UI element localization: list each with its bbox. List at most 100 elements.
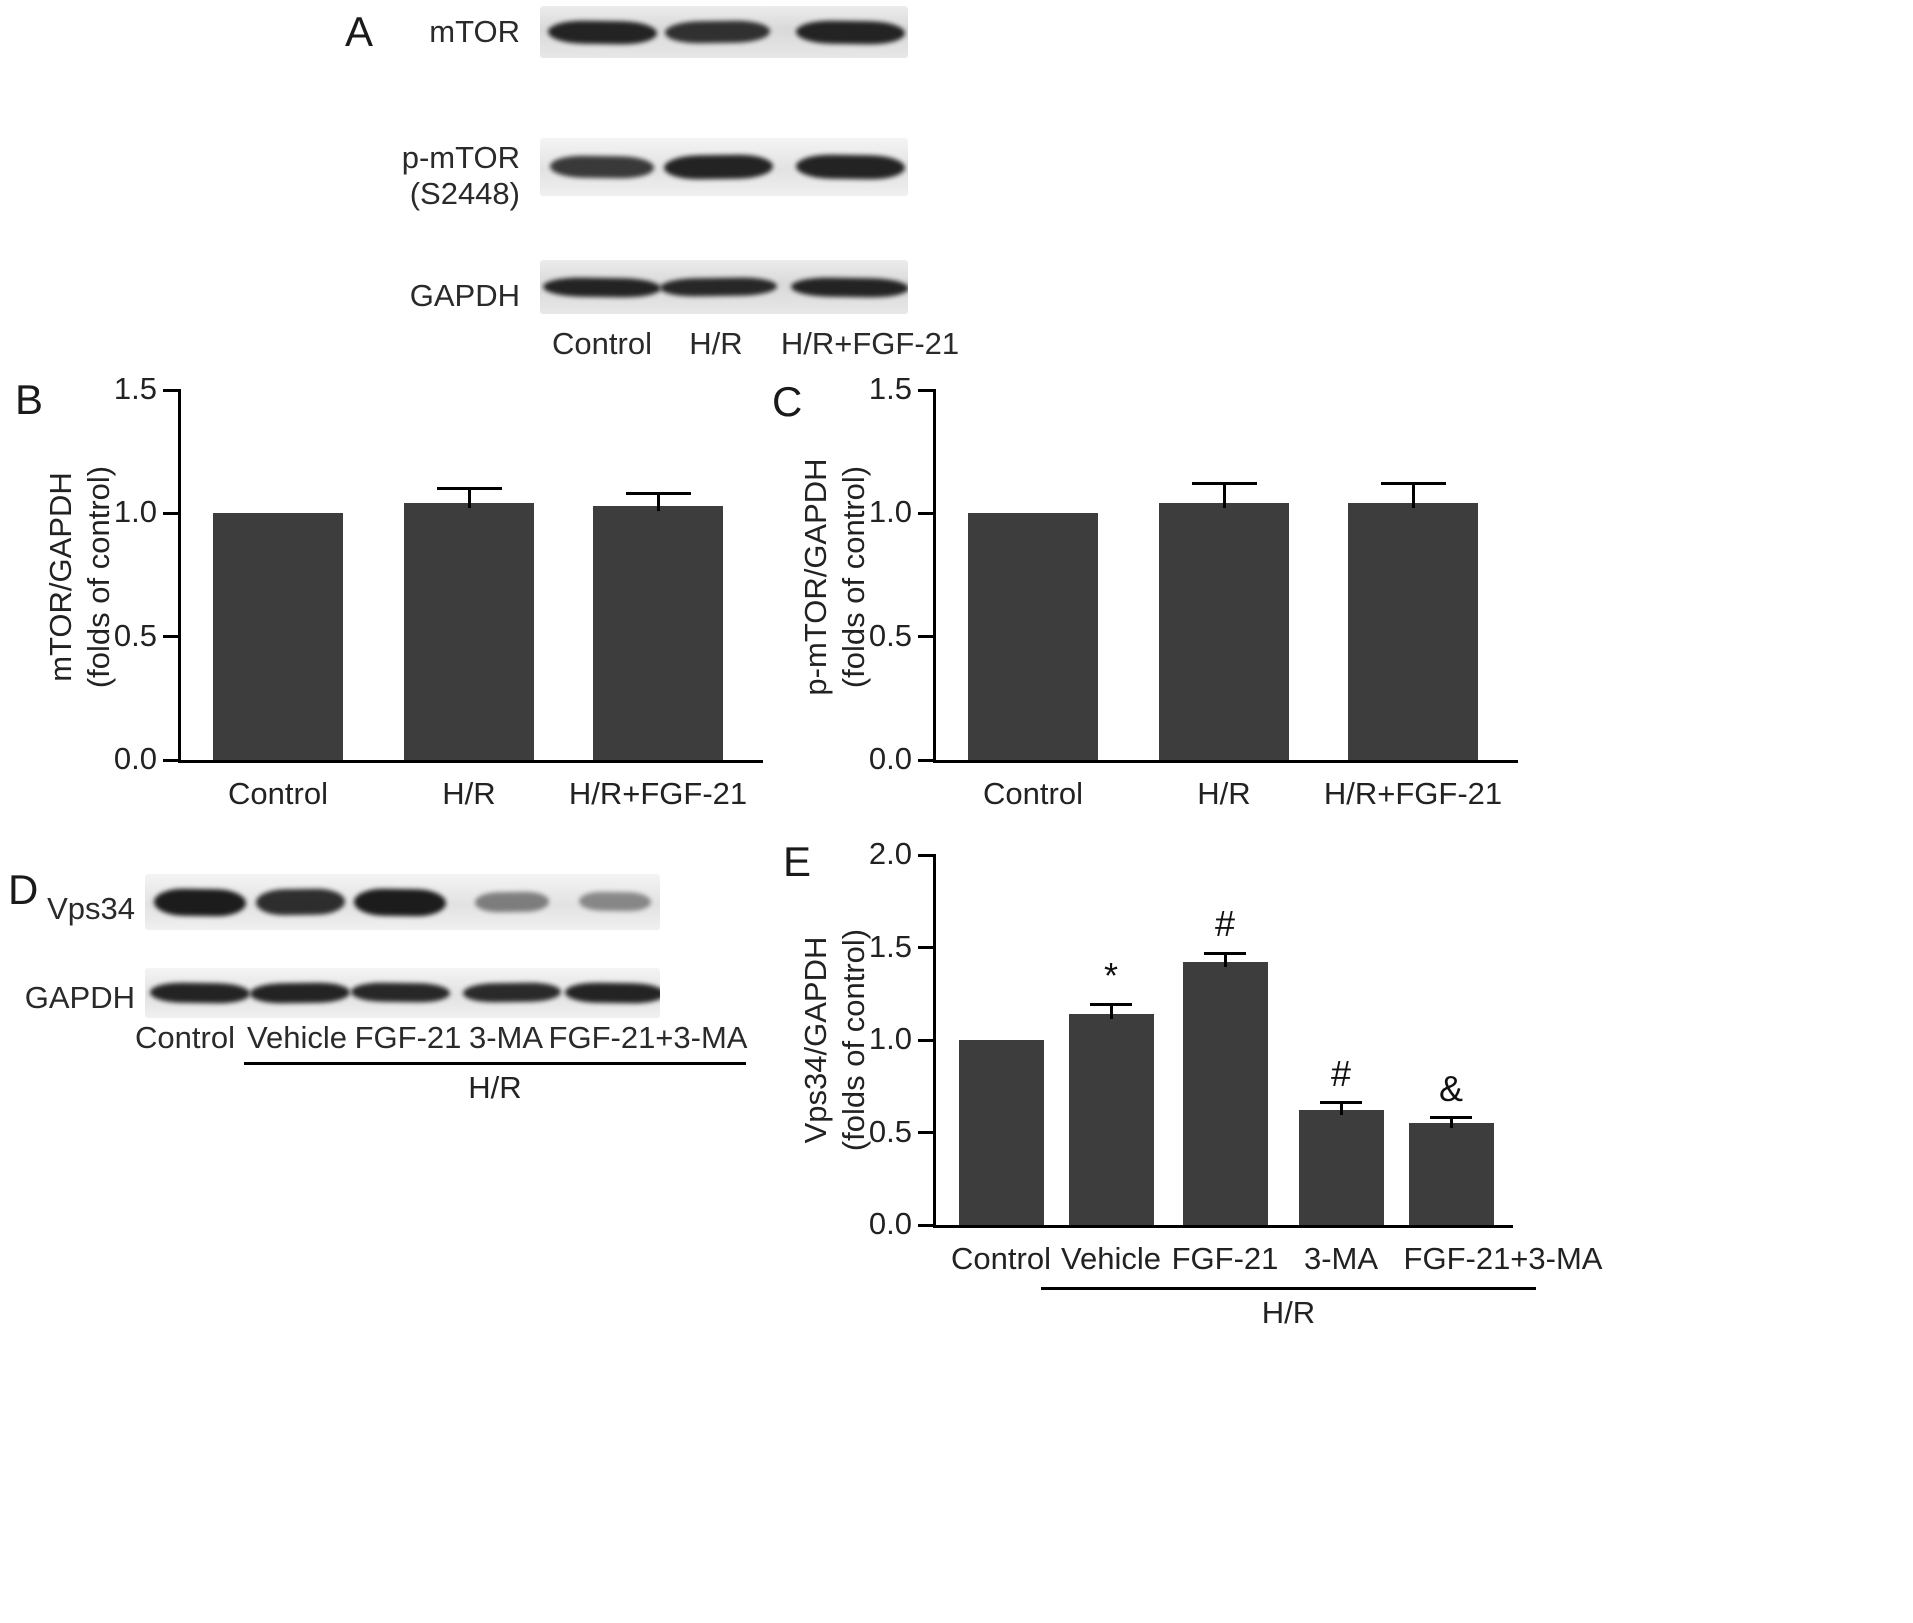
y-tick-label: 0.0 bbox=[113, 741, 157, 776]
x-tick-label-h-r: H/R bbox=[442, 776, 496, 811]
x-tick-label-fgf-21-3-ma: FGF-21+3-MA bbox=[1403, 1241, 1603, 1276]
error-bar-line bbox=[1339, 1102, 1343, 1116]
blot-band bbox=[250, 982, 350, 1004]
lane-label-control-d: Control bbox=[135, 1020, 235, 1055]
bar-h-r-fgf-21 bbox=[593, 505, 723, 760]
significance-marker: * bbox=[1103, 954, 1118, 996]
error-bar-cap bbox=[1319, 1101, 1363, 1105]
panel-c-letter: C bbox=[772, 378, 803, 425]
y-tick-label: 2.0 bbox=[868, 836, 912, 871]
error-bar-cap bbox=[625, 492, 691, 496]
western-blot-strip-gapdh-d bbox=[145, 968, 660, 1018]
blot-row-label-gapdh-d: GAPDH bbox=[24, 980, 135, 1015]
y-tick-label: 1.5 bbox=[113, 371, 157, 406]
hr-group-label-d: H/R bbox=[468, 1070, 522, 1105]
blot-row-label-gapdh: GAPDH bbox=[409, 278, 520, 313]
panel-e-letter: E bbox=[783, 838, 812, 885]
y-tick bbox=[918, 1038, 936, 1042]
lane-label-3ma-d: 3-MA bbox=[468, 1020, 544, 1055]
blot-band bbox=[659, 276, 777, 298]
western-blot-strip-pmtor bbox=[540, 138, 908, 196]
bar-control bbox=[968, 513, 1098, 760]
blot-band bbox=[565, 982, 660, 1004]
y-tick-label: 1.5 bbox=[868, 371, 912, 406]
blot-row-label-vps34: Vps34 bbox=[47, 891, 135, 926]
blot-band bbox=[578, 891, 652, 913]
significance-marker: & bbox=[1438, 1067, 1463, 1109]
y-tick bbox=[918, 635, 936, 639]
y-tick bbox=[918, 853, 936, 857]
blot-band bbox=[255, 888, 345, 916]
error-bar-cap bbox=[1380, 482, 1446, 486]
error-bar-cap bbox=[1203, 951, 1247, 955]
blot-band bbox=[550, 155, 654, 179]
x-tick-label-control: Control bbox=[983, 776, 1083, 811]
y-tick bbox=[918, 388, 936, 392]
lane-label-fgf21-3ma-d: FGF-21+3-MA bbox=[548, 1020, 748, 1055]
y-axis-title-line1: p-mTOR/GAPDH bbox=[798, 458, 833, 696]
western-blot-strip-mtor bbox=[540, 6, 908, 58]
bar-vehicle bbox=[1068, 1014, 1154, 1225]
error-bar-line bbox=[1223, 953, 1227, 968]
significance-marker: # bbox=[1214, 903, 1236, 945]
x-tick-label-vehicle: Vehicle bbox=[1061, 1241, 1161, 1276]
bar-fgf-21 bbox=[1182, 962, 1268, 1225]
y-tick-label: 0.0 bbox=[868, 1206, 912, 1241]
y-tick bbox=[918, 511, 936, 515]
x-tick-label-h-r-fgf-21: H/R+FGF-21 bbox=[568, 776, 748, 811]
blot-row-label-mtor: mTOR bbox=[429, 14, 520, 49]
panel-b-y-axis-title: mTOR/GAPDH (folds of control) bbox=[42, 367, 118, 787]
panel-d-letter: D bbox=[8, 866, 39, 913]
error-bar-line bbox=[656, 493, 660, 511]
blot-band bbox=[462, 982, 562, 1004]
y-tick bbox=[163, 635, 181, 639]
error-bar-cap bbox=[1191, 482, 1257, 486]
y-axis-title-line2: (folds of control) bbox=[836, 465, 871, 689]
panel-a-letter: A bbox=[345, 8, 374, 55]
blot-row-label-pmtor: p-mTOR bbox=[401, 140, 520, 175]
error-bar-cap bbox=[1089, 1003, 1133, 1007]
blot-band bbox=[665, 20, 771, 44]
lane-label-hr-a: H/R bbox=[689, 326, 743, 361]
y-tick-label: 0.5 bbox=[868, 617, 912, 653]
lane-label-vehicle-d: Vehicle bbox=[247, 1020, 347, 1055]
blot-band bbox=[153, 887, 247, 917]
bar-h-r-fgf-21 bbox=[1348, 503, 1478, 760]
panel-c-y-axis-title: p-mTOR/GAPDH (folds of control) bbox=[797, 367, 873, 787]
y-tick-label: 1.0 bbox=[868, 494, 912, 530]
blot-band bbox=[795, 19, 905, 45]
blot-band bbox=[350, 982, 450, 1004]
bar-fgf-21-3-ma bbox=[1408, 1123, 1494, 1225]
x-tick-label-h-r-fgf-21: H/R+FGF-21 bbox=[1323, 776, 1503, 811]
y-tick bbox=[918, 758, 936, 762]
western-blot-strip-gapdh-a bbox=[540, 260, 908, 314]
blot-band bbox=[795, 154, 905, 180]
y-tick-label: 0.5 bbox=[868, 1113, 912, 1149]
y-tick bbox=[163, 388, 181, 392]
blot-band bbox=[547, 19, 657, 45]
lane-label-control-a: Control bbox=[552, 326, 652, 361]
x-tick-label-3-ma: 3-MA bbox=[1303, 1241, 1379, 1276]
y-tick bbox=[918, 1223, 936, 1227]
error-bar-line bbox=[1109, 1004, 1113, 1020]
y-axis-title-line1: mTOR/GAPDH bbox=[43, 472, 78, 682]
x-tick-label-h-r: H/R bbox=[1197, 776, 1251, 811]
panel-c-plot-area: 0.0 0.5 1.0 1.5 Control H/R H/R+FGF-21 bbox=[869, 371, 1518, 811]
x-tick-label-control: Control bbox=[228, 776, 328, 811]
x-tick-label-fgf-21: FGF-21 bbox=[1171, 1241, 1279, 1276]
blot-row-label-pmtor-site: (S2448) bbox=[409, 176, 520, 211]
panel-e-plot-area: 0.0 0.5 1.0 1.5 2.0 Control * Vehicle # FGF-21 #3-… bbox=[869, 836, 1603, 1330]
panel-b-plot-area: 0.0 0.5 1.0 1.5 Control H/R H/R+FGF-21 bbox=[114, 371, 763, 811]
hr-group-underline bbox=[1041, 1287, 1536, 1290]
error-bar-cap bbox=[436, 487, 502, 491]
bar-control bbox=[958, 1040, 1044, 1225]
blot-band bbox=[474, 891, 550, 913]
error-bar-line bbox=[467, 488, 471, 509]
y-tick-label: 1.0 bbox=[113, 494, 157, 530]
hr-group-label: H/R bbox=[1261, 1295, 1316, 1330]
error-bar-line bbox=[1449, 1117, 1453, 1129]
lane-label-hr-fgf21-a: H/R+FGF-21 bbox=[780, 326, 960, 361]
y-tick-label: 1.5 bbox=[868, 928, 912, 964]
western-blot-strip-vps34 bbox=[145, 874, 660, 930]
